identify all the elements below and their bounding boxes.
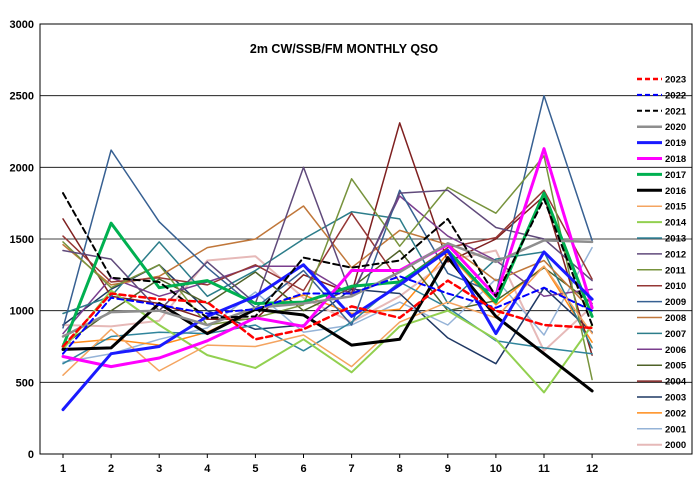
legend-label: 2014 bbox=[665, 218, 687, 229]
series-line-2012 bbox=[62, 166, 593, 312]
y-tick-label: 1500 bbox=[10, 234, 34, 246]
y-tick-label: 2500 bbox=[10, 91, 34, 103]
series-lines bbox=[61, 94, 594, 412]
x-tick-label: 11 bbox=[538, 463, 550, 475]
x-tick-label: 4 bbox=[204, 463, 211, 475]
legend-label: 2008 bbox=[665, 313, 686, 324]
series-line-2022 bbox=[62, 275, 594, 355]
x-tick-label: 3 bbox=[156, 463, 162, 475]
legend-label: 2009 bbox=[665, 297, 686, 308]
legend-label: 2019 bbox=[665, 138, 686, 149]
legend-label: 2011 bbox=[665, 265, 686, 276]
y-tick-label: 1000 bbox=[10, 306, 34, 318]
series-line-2015 bbox=[62, 265, 593, 376]
x-tick-label: 7 bbox=[349, 463, 355, 475]
legend-label: 2023 bbox=[665, 75, 686, 86]
legend-label: 2003 bbox=[665, 393, 686, 404]
legend: 2023 2022 2021 2020 2019 2018 2017 2016 2015 2014… bbox=[637, 75, 687, 451]
legend-label: 2002 bbox=[665, 408, 686, 419]
legend-label: 2015 bbox=[665, 202, 687, 213]
series-line-2013 bbox=[62, 281, 593, 365]
series-line-2018 bbox=[61, 147, 594, 369]
legend-label: 2022 bbox=[665, 90, 686, 101]
legend-label: 2006 bbox=[665, 345, 686, 356]
series-line-2023 bbox=[61, 279, 594, 348]
legend-label: 2004 bbox=[665, 377, 687, 388]
x-tick-label: 2 bbox=[108, 463, 114, 475]
legend-label: 2017 bbox=[665, 170, 686, 181]
legend-label: 2012 bbox=[665, 249, 686, 260]
legend-label: 2005 bbox=[665, 361, 687, 372]
legend-label: 2013 bbox=[665, 234, 686, 245]
legend-label: 2018 bbox=[665, 154, 686, 165]
x-tick-label: 8 bbox=[397, 463, 403, 475]
legend-label: 2000 bbox=[665, 440, 686, 451]
legend-label: 2010 bbox=[665, 281, 686, 292]
legend-label: 2001 bbox=[665, 424, 687, 435]
x-tick-label: 6 bbox=[300, 463, 306, 475]
x-tick-label: 10 bbox=[490, 463, 502, 475]
y-tick-label: 500 bbox=[16, 377, 34, 389]
legend-label: 2021 bbox=[665, 106, 687, 117]
series-line-2002 bbox=[62, 252, 593, 346]
series-line-2020 bbox=[61, 239, 594, 338]
series-line-2006 bbox=[62, 195, 593, 335]
x-tick-label: 12 bbox=[586, 463, 598, 475]
legend-label: 2016 bbox=[665, 186, 686, 197]
legend-label: 2007 bbox=[665, 329, 686, 340]
x-tick-label: 9 bbox=[445, 463, 451, 475]
y-tick-label: 2000 bbox=[10, 162, 34, 174]
x-tick-label: 1 bbox=[60, 463, 66, 475]
chart-title: 2m CW/SSB/FM MONTHLY QSO bbox=[250, 42, 438, 56]
x-tick-label: 5 bbox=[252, 463, 258, 475]
series-line-2021 bbox=[62, 192, 594, 326]
legend-label: 2020 bbox=[665, 122, 686, 133]
series-line-2014 bbox=[62, 289, 594, 394]
series-line-2019 bbox=[61, 249, 594, 412]
y-tick-label: 3000 bbox=[10, 19, 34, 31]
y-tick-label: 0 bbox=[28, 449, 34, 461]
series-line-2011 bbox=[62, 155, 593, 381]
